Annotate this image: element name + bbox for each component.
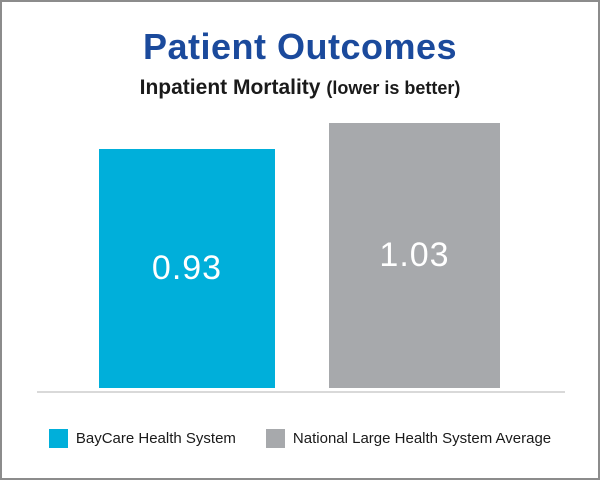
bar-value-label: 0.93 bbox=[151, 249, 223, 287]
legend-swatch-icon bbox=[265, 429, 285, 448]
legend-item-national: National Large Health System Average bbox=[265, 429, 552, 448]
legend-item-baycare: BayCare Health System bbox=[48, 429, 236, 448]
bar-value-label: 1.03 bbox=[379, 236, 450, 274]
legend-swatch-icon bbox=[48, 429, 68, 448]
legend-label: BayCare Health System bbox=[75, 430, 236, 447]
legend-label: National Large Health System Average bbox=[292, 430, 552, 447]
bar-baycare: 0.93 bbox=[99, 149, 275, 388]
subtitle-metric: Inpatient Mortality bbox=[139, 76, 321, 99]
axis-baseline bbox=[37, 391, 565, 393]
chart-title: Patient Outcomes bbox=[142, 26, 458, 67]
chart-subtitle: Inpatient Mortality (lower is better) bbox=[2, 76, 598, 100]
bar-national: 1.03 bbox=[329, 123, 500, 388]
legend: BayCare Health System National Large Hea… bbox=[2, 429, 598, 448]
subtitle-note: (lower is better) bbox=[326, 78, 461, 98]
